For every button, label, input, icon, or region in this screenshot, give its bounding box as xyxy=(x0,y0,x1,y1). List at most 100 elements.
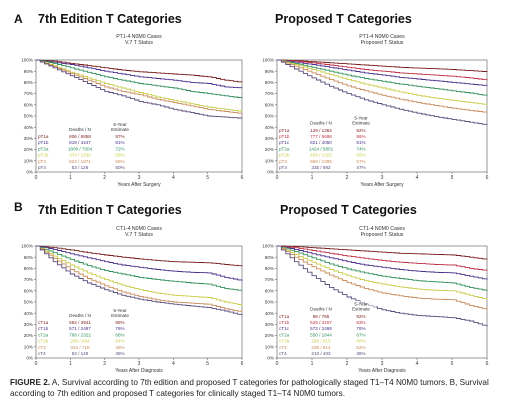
a-right-series-line-pt3 xyxy=(277,59,488,113)
b-left-series-line-ct4 xyxy=(36,245,243,316)
a-left-y-tick-label: 0% xyxy=(26,170,33,175)
b-right-y-tick-label: 90% xyxy=(265,255,274,260)
a-right-y-tick-label: 20% xyxy=(265,147,274,152)
b-left-legend-estimate-ct3: 48% xyxy=(115,345,124,350)
b-right-x-tick-label: 1 xyxy=(311,361,314,367)
b-right-x-tick-label: 6 xyxy=(486,361,489,367)
a-right-x-tick-label: 1 xyxy=(311,175,314,181)
a-right-legend-header-deaths: Deaths / N xyxy=(310,121,332,126)
b-left-series-line-ct2b xyxy=(36,245,243,306)
a-left-legend-label-pt2b: pT2b xyxy=(38,153,49,158)
a-right-y-tick-label: 40% xyxy=(265,125,274,130)
b-left-y-tick-label: 30% xyxy=(24,322,33,327)
b-right-x-tick-label: 4 xyxy=(416,361,419,367)
a-right-y-tick-label: 90% xyxy=(265,69,274,74)
b-left-legend-label-ct2b: cT2b xyxy=(38,339,49,344)
b-left-y-tick-label: 70% xyxy=(24,277,33,282)
a-left-legend-deaths-pt4: 53 / 126 xyxy=(72,165,89,170)
a-left-y-tick-label: 100% xyxy=(21,58,33,63)
a-right-chart-subtitle: Proposed T Status xyxy=(361,40,404,46)
b-right-y-tick-label: 20% xyxy=(265,333,274,338)
b-right-x-tick-label: 2 xyxy=(346,361,349,367)
b-right-series-line-ct2b xyxy=(277,245,488,300)
a-right-legend-estimate-pt1a: 92% xyxy=(356,128,365,133)
b-left-legend-deaths-ct2a: 788 / 2322 xyxy=(69,332,91,337)
a-left-y-tick-label: 20% xyxy=(24,147,33,152)
b-left-x-tick-label: 6 xyxy=(241,361,244,367)
b-right-legend-deaths-ct3: 336 / 814 xyxy=(311,345,331,350)
a-right-legend-deaths-pt4: 335 / 692 xyxy=(311,165,331,170)
b-left-x-tick-label: 1 xyxy=(69,361,72,367)
a-right-series-line-pt2b xyxy=(277,59,488,105)
b-left-legend-deaths-ct3: 343 / 718 xyxy=(70,345,90,350)
b-left-legend-deaths-ct2b: 289 / 694 xyxy=(70,339,90,344)
panel-b-right-title: Proposed T Categories xyxy=(280,203,417,217)
a-left-legend-label-pt3: pT3 xyxy=(38,159,46,164)
b-left-chart-title: CT1-4 N0M0 Cases xyxy=(116,226,162,232)
a-right-y-tick-label: 80% xyxy=(265,80,274,85)
b-right-legend-label-ct1b: cT1b xyxy=(279,320,290,325)
b-right-y-tick-label: 70% xyxy=(265,277,274,282)
a-left-legend-deaths-pt1b: 819 / 4247 xyxy=(69,140,91,145)
a-right-legend-deaths-pt1a: 129 / 1364 xyxy=(310,128,332,133)
a-left-y-tick-label: 40% xyxy=(24,125,33,130)
b-left-y-tick-label: 100% xyxy=(21,244,33,249)
a-right-series-line-pt1c xyxy=(277,59,488,86)
b-left-x-axis-label: Years After Diagnosis xyxy=(115,368,163,374)
b-left-y-tick-label: 80% xyxy=(24,266,33,271)
b-right-y-tick-label: 50% xyxy=(265,300,274,305)
a-right-x-tick-label: 6 xyxy=(486,175,489,181)
b-left-legend-backdrop xyxy=(37,306,135,357)
b-left-y-tick-label: 10% xyxy=(24,344,33,349)
b-right-y-tick-label: 30% xyxy=(265,322,274,327)
b-right-legend-estimate-ct3: 52% xyxy=(356,345,365,350)
b-left-legend-label-ct1b: cT1b xyxy=(38,326,49,331)
a-right-legend-estimate-pt4: 47% xyxy=(356,165,365,170)
a-right-legend-deaths-pt1c: 821 / 4050 xyxy=(310,140,332,145)
b-right-legend-header-estimate-line2: Estimate xyxy=(352,307,370,312)
b-right-y-tick-label: 40% xyxy=(265,311,274,316)
a-left-series-line-pt3 xyxy=(36,59,243,114)
b-right-legend-estimate-ct2a: 67% xyxy=(356,332,365,337)
b-right-y-tick-label: 80% xyxy=(265,266,274,271)
b-left-legend-estimate-ct2b: 54% xyxy=(115,339,124,344)
b-right-y-tick-label: 0% xyxy=(267,356,274,361)
panel-b-left-title: 7th Edition T Categories xyxy=(38,203,182,217)
a-right-legend-deaths-pt2a: 1424 / 5801 xyxy=(309,146,334,151)
a-left-legend-estimate-pt1a: 87% xyxy=(115,134,124,139)
a-right-x-axis-label: Years After Surgery xyxy=(360,182,404,188)
b-right-x-tick-label: 5 xyxy=(451,361,454,367)
b-right-series-line-ct2a xyxy=(277,245,488,291)
a-left-legend-estimate-pt2a: 72% xyxy=(115,146,124,151)
b-right-x-tick-label: 3 xyxy=(381,361,384,367)
b-right-legend-deaths-ct2a: 550 / 1844 xyxy=(310,332,332,337)
b-left-y-tick-label: 90% xyxy=(24,255,33,260)
a-right-series-line-pt2a xyxy=(277,59,488,96)
b-left-chart-subtitle: V.7 T Status xyxy=(125,232,153,238)
a-left-x-tick-label: 5 xyxy=(206,175,209,181)
b-right-x-axis-label: Years After Diagnosis xyxy=(358,368,406,374)
b-right-legend-estimate-ct4: 36% xyxy=(356,351,365,356)
a-left-legend-estimate-pt2b: 56% xyxy=(115,153,124,158)
b-left-x-tick-label: 3 xyxy=(138,361,141,367)
b-right-legend-label-ct2b: cT2b xyxy=(279,339,290,344)
b-left-x-tick-label: 4 xyxy=(172,361,175,367)
b-right-y-tick-label: 100% xyxy=(262,244,274,249)
b-right-y-tick-label: 60% xyxy=(265,288,274,293)
panel-letter-b: B xyxy=(14,200,23,214)
b-right-legend-deaths-ct1a: 68 / 785 xyxy=(313,314,330,319)
a-right-legend-estimate-pt3: 57% xyxy=(356,159,365,164)
a-right-legend-deaths-pt2b: 459 / 1322 xyxy=(310,153,332,158)
b-right-legend-backdrop xyxy=(278,300,376,357)
a-right-y-tick-label: 30% xyxy=(265,136,274,141)
b-right-series-line-ct1a xyxy=(277,245,488,260)
a-left-legend-deaths-pt2a: 1808 / 7004 xyxy=(68,146,93,151)
b-right-series-line-ct3 xyxy=(277,245,488,310)
a-left-x-tick-label: 6 xyxy=(241,175,244,181)
a-left-y-tick-label: 30% xyxy=(24,136,33,141)
b-right-y-tick-label: 10% xyxy=(265,344,274,349)
a-left-legend-backdrop xyxy=(37,120,135,171)
b-right-legend-label-ct1a: cT1a xyxy=(279,314,290,319)
b-left-legend-estimate-ct4: 45% xyxy=(115,351,124,356)
